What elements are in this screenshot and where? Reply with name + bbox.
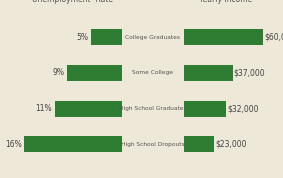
Text: 9%: 9%	[52, 69, 65, 77]
Text: $23,000: $23,000	[215, 140, 247, 149]
Bar	[184, 101, 226, 117]
Text: $60,000: $60,000	[264, 33, 283, 42]
Text: $37,000: $37,000	[234, 69, 265, 77]
Text: Some College: Some College	[132, 70, 173, 75]
Text: High School Graduates: High School Graduates	[119, 106, 186, 111]
Text: 16%: 16%	[5, 140, 22, 149]
Bar	[91, 29, 122, 45]
Bar	[24, 136, 122, 152]
Text: 5%: 5%	[77, 33, 89, 42]
Text: Unemployment  Rate: Unemployment Rate	[33, 0, 113, 4]
Text: College Graduates: College Graduates	[125, 35, 180, 40]
Text: Yearly Income: Yearly Income	[199, 0, 252, 4]
Bar	[55, 101, 122, 117]
Bar	[184, 29, 263, 45]
Bar	[67, 65, 122, 81]
Text: High School Dropouts: High School Dropouts	[121, 142, 185, 147]
Bar	[184, 65, 233, 81]
Bar	[184, 136, 214, 152]
Text: 11%: 11%	[36, 104, 52, 113]
Text: $32,000: $32,000	[227, 104, 259, 113]
